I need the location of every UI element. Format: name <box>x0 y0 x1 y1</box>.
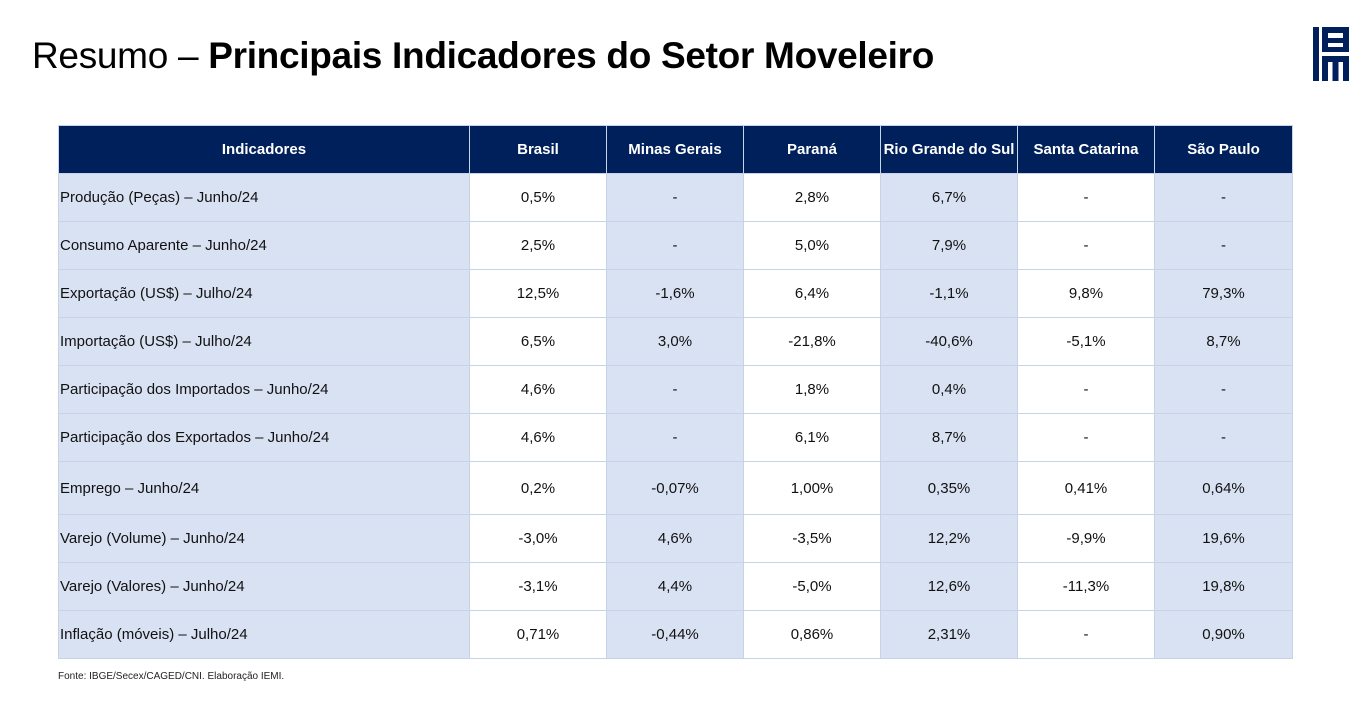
header-brasil: Brasil <box>469 125 607 174</box>
cell-brasil: 0,5% <box>469 173 607 222</box>
table-row: Importação (US$) – Julho/24 6,5% 3,0% -2… <box>58 317 1293 366</box>
table-row: Participação dos Exportados – Junho/24 4… <box>58 413 1293 462</box>
cell-santa-catarina: - <box>1017 365 1155 414</box>
cell-minas-gerais: -1,6% <box>606 269 744 318</box>
cell-sao-paulo: - <box>1154 221 1293 270</box>
cell-minas-gerais: - <box>606 413 744 462</box>
table-row: Participação dos Importados – Junho/24 4… <box>58 365 1293 414</box>
cell-parana: -21,8% <box>743 317 881 366</box>
cell-rio-grande-do-sul: -40,6% <box>880 317 1018 366</box>
cell-parana: 6,1% <box>743 413 881 462</box>
cell-santa-catarina: - <box>1017 610 1155 659</box>
cell-brasil: -3,0% <box>469 514 607 563</box>
row-label: Consumo Aparente – Junho/24 <box>58 221 470 270</box>
row-label: Varejo (Volume) – Junho/24 <box>58 514 470 563</box>
title-main: Principais Indicadores do Setor Moveleir… <box>208 35 935 76</box>
cell-minas-gerais: 3,0% <box>606 317 744 366</box>
cell-minas-gerais: -0,44% <box>606 610 744 659</box>
table-row: Consumo Aparente – Junho/24 2,5% - 5,0% … <box>58 221 1293 270</box>
header-indicadores: Indicadores <box>58 125 470 174</box>
cell-sao-paulo: 8,7% <box>1154 317 1293 366</box>
cell-minas-gerais: -0,07% <box>606 461 744 515</box>
cell-parana: 1,00% <box>743 461 881 515</box>
row-label: Participação dos Exportados – Junho/24 <box>58 413 470 462</box>
cell-parana: -3,5% <box>743 514 881 563</box>
row-label: Importação (US$) – Julho/24 <box>58 317 470 366</box>
header-santa-catarina: Santa Catarina <box>1017 125 1155 174</box>
row-label: Varejo (Valores) – Junho/24 <box>58 562 470 611</box>
cell-santa-catarina: -5,1% <box>1017 317 1155 366</box>
cell-parana: 6,4% <box>743 269 881 318</box>
cell-brasil: 6,5% <box>469 317 607 366</box>
indicators-table: Indicadores Brasil Minas Gerais Paraná R… <box>58 125 1293 659</box>
cell-parana: -5,0% <box>743 562 881 611</box>
cell-sao-paulo: 79,3% <box>1154 269 1293 318</box>
cell-rio-grande-do-sul: 0,4% <box>880 365 1018 414</box>
cell-sao-paulo: 19,6% <box>1154 514 1293 563</box>
cell-rio-grande-do-sul: 6,7% <box>880 173 1018 222</box>
cell-sao-paulo: - <box>1154 365 1293 414</box>
cell-rio-grande-do-sul: 0,35% <box>880 461 1018 515</box>
cell-rio-grande-do-sul: 7,9% <box>880 221 1018 270</box>
cell-brasil: 4,6% <box>469 365 607 414</box>
cell-sao-paulo: 19,8% <box>1154 562 1293 611</box>
cell-brasil: 12,5% <box>469 269 607 318</box>
cell-santa-catarina: 9,8% <box>1017 269 1155 318</box>
cell-parana: 2,8% <box>743 173 881 222</box>
cell-brasil: 4,6% <box>469 413 607 462</box>
cell-brasil: 2,5% <box>469 221 607 270</box>
page-title: Resumo – Principais Indicadores do Setor… <box>32 32 934 80</box>
cell-santa-catarina: - <box>1017 413 1155 462</box>
cell-brasil: 0,2% <box>469 461 607 515</box>
row-label: Exportação (US$) – Julho/24 <box>58 269 470 318</box>
cell-brasil: 0,71% <box>469 610 607 659</box>
cell-sao-paulo: 0,90% <box>1154 610 1293 659</box>
iemi-logo <box>1313 27 1349 81</box>
header-rio-grande-do-sul: Rio Grande do Sul <box>880 125 1018 174</box>
cell-rio-grande-do-sul: 8,7% <box>880 413 1018 462</box>
table-row: Varejo (Volume) – Junho/24 -3,0% 4,6% -3… <box>58 514 1293 563</box>
cell-minas-gerais: - <box>606 173 744 222</box>
row-label: Inflação (móveis) – Julho/24 <box>58 610 470 659</box>
cell-sao-paulo: 0,64% <box>1154 461 1293 515</box>
cell-santa-catarina: -11,3% <box>1017 562 1155 611</box>
cell-minas-gerais: - <box>606 221 744 270</box>
table-row: Emprego – Junho/24 0,2% -0,07% 1,00% 0,3… <box>58 461 1293 515</box>
cell-santa-catarina: - <box>1017 173 1155 222</box>
cell-rio-grande-do-sul: -1,1% <box>880 269 1018 318</box>
cell-rio-grande-do-sul: 12,2% <box>880 514 1018 563</box>
cell-rio-grande-do-sul: 2,31% <box>880 610 1018 659</box>
cell-santa-catarina: 0,41% <box>1017 461 1155 515</box>
header-sao-paulo: São Paulo <box>1154 125 1293 174</box>
row-label: Produção (Peças) – Junho/24 <box>58 173 470 222</box>
table-row: Exportação (US$) – Julho/24 12,5% -1,6% … <box>58 269 1293 318</box>
header-parana: Paraná <box>743 125 881 174</box>
row-label: Emprego – Junho/24 <box>58 461 470 515</box>
cell-rio-grande-do-sul: 12,6% <box>880 562 1018 611</box>
table-row: Inflação (móveis) – Julho/24 0,71% -0,44… <box>58 610 1293 659</box>
header-minas-gerais: Minas Gerais <box>606 125 744 174</box>
table-row: Produção (Peças) – Junho/24 0,5% - 2,8% … <box>58 173 1293 222</box>
cell-parana: 1,8% <box>743 365 881 414</box>
row-label: Participação dos Importados – Junho/24 <box>58 365 470 414</box>
cell-brasil: -3,1% <box>469 562 607 611</box>
cell-sao-paulo: - <box>1154 413 1293 462</box>
table-row: Varejo (Valores) – Junho/24 -3,1% 4,4% -… <box>58 562 1293 611</box>
cell-santa-catarina: -9,9% <box>1017 514 1155 563</box>
cell-santa-catarina: - <box>1017 221 1155 270</box>
table-header-row: Indicadores Brasil Minas Gerais Paraná R… <box>58 125 1293 174</box>
cell-sao-paulo: - <box>1154 173 1293 222</box>
title-prefix: Resumo – <box>32 35 209 76</box>
cell-minas-gerais: - <box>606 365 744 414</box>
source-note: Fonte: IBGE/Secex/CAGED/CNI. Elaboração … <box>58 671 285 682</box>
cell-minas-gerais: 4,6% <box>606 514 744 563</box>
cell-parana: 5,0% <box>743 221 881 270</box>
cell-parana: 0,86% <box>743 610 881 659</box>
cell-minas-gerais: 4,4% <box>606 562 744 611</box>
